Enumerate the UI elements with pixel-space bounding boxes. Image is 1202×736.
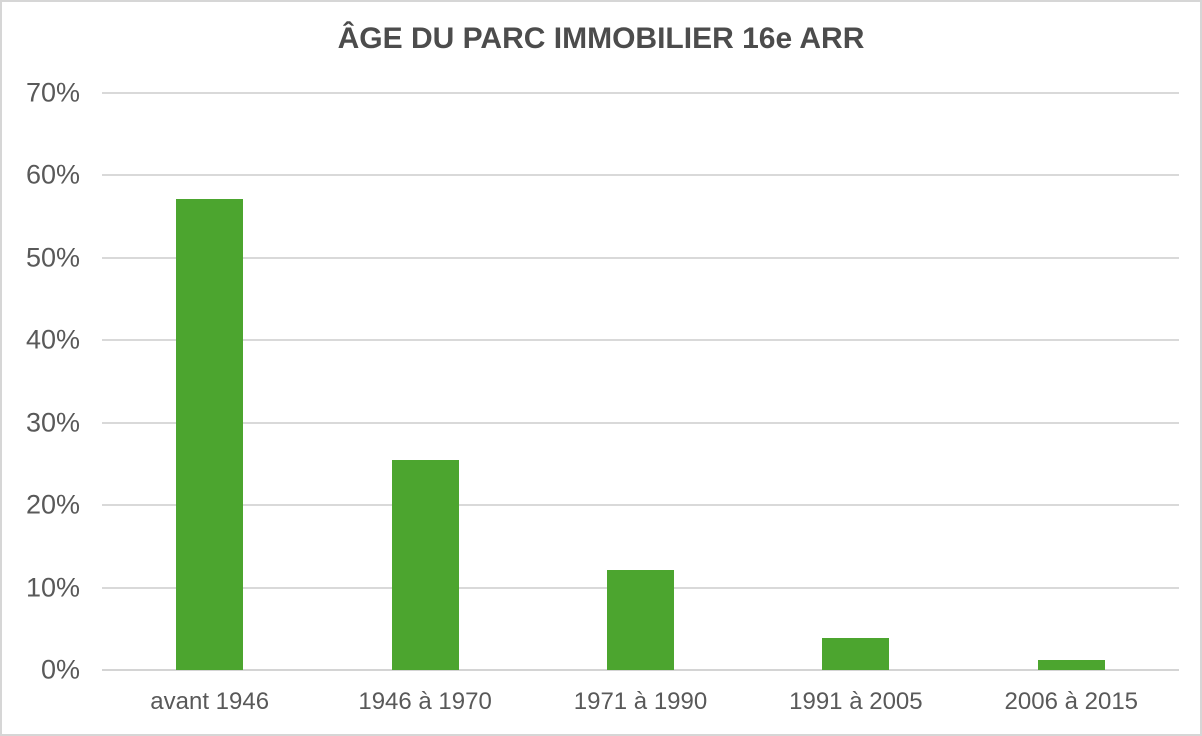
y-axis-labels: 70% 60% 50% 40% 30% 20% 10% 0%: [2, 78, 80, 685]
x-category-label: 1991 à 2005: [789, 688, 923, 715]
y-tick-label: 50%: [25, 242, 80, 273]
plot-area: [102, 92, 1179, 671]
bar-1946-1970[interactable]: [391, 459, 459, 670]
gridline-70: [102, 92, 1179, 94]
gridline-30: [102, 421, 1179, 424]
y-tick-label: 0%: [40, 654, 80, 685]
gridline-40: [102, 339, 1179, 342]
y-tick-label: 40%: [25, 324, 80, 355]
y-tick-label: 20%: [25, 489, 80, 520]
y-tick-label: 30%: [25, 407, 80, 438]
y-tick-label: 70%: [25, 77, 80, 108]
y-tick-label: 60%: [25, 159, 80, 190]
gridline-0: [102, 669, 1179, 671]
bar-2006-2015[interactable]: [1037, 660, 1105, 670]
y-tick-label: 10%: [25, 572, 80, 603]
x-category-label: avant 1946: [150, 688, 270, 715]
gridline-50: [102, 256, 1179, 259]
bar-1971-1990[interactable]: [607, 570, 674, 670]
bar-1991-2005[interactable]: [822, 637, 890, 670]
gridline-20: [102, 504, 1179, 507]
x-axis-labels: avant 1946 1946 à 1970 1971 à 1990 1991 à 2…: [102, 688, 1179, 720]
chart-title: ÂGE DU PARC IMMOBILIER 16e ARR: [337, 22, 865, 55]
bar-avant-1946[interactable]: [176, 198, 244, 670]
x-category-label: 2006 à 2015: [1004, 688, 1139, 715]
x-category-label: 1971 à 1990: [573, 688, 708, 715]
x-category-label: 1946 à 1970: [358, 688, 492, 715]
gridline-60: [102, 174, 1179, 177]
